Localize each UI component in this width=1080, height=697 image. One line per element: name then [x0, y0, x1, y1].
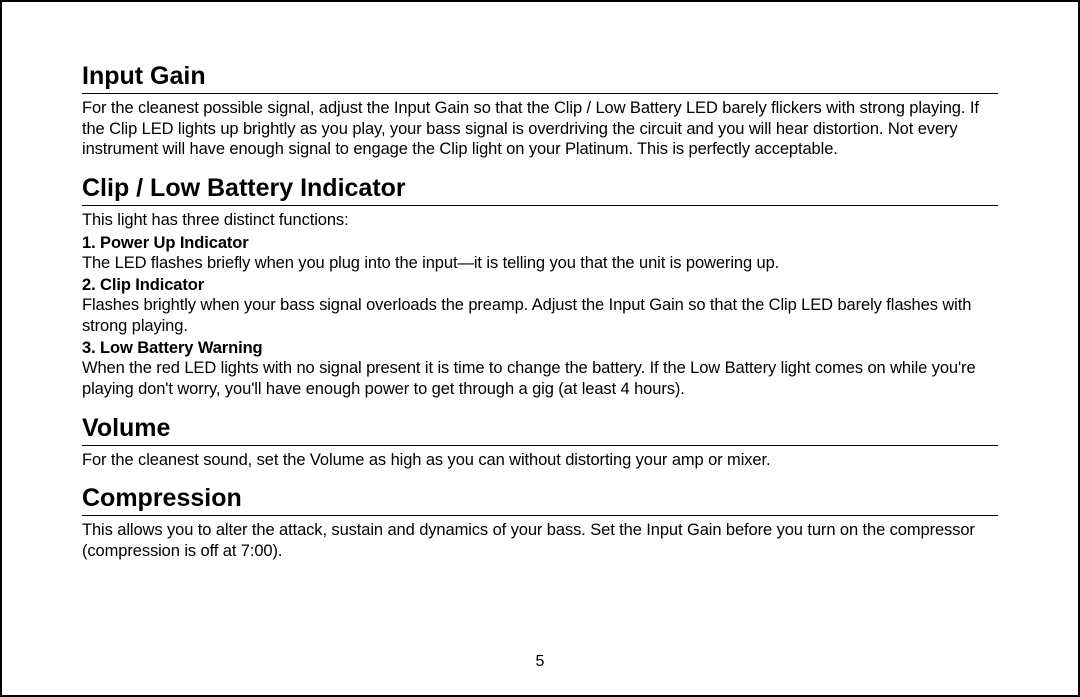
subhead-clip-indicator: 2. Clip Indicator: [82, 276, 998, 295]
heading-input-gain: Input Gain: [82, 62, 998, 94]
heading-volume: Volume: [82, 414, 998, 446]
manual-page: Input Gain For the cleanest possible sig…: [0, 0, 1080, 697]
body-power-up: The LED flashes briefly when you plug in…: [82, 253, 998, 274]
section-clip-low-battery: Clip / Low Battery Indicator This light …: [82, 174, 998, 400]
section-volume: Volume For the cleanest sound, set the V…: [82, 414, 998, 471]
subhead-power-up: 1. Power Up Indicator: [82, 234, 998, 253]
body-compression: This allows you to alter the attack, sus…: [82, 520, 998, 561]
heading-compression: Compression: [82, 484, 998, 516]
heading-clip-low-battery: Clip / Low Battery Indicator: [82, 174, 998, 206]
section-compression: Compression This allows you to alter the…: [82, 484, 998, 561]
page-number: 5: [2, 653, 1078, 671]
body-clip-indicator: Flashes brightly when your bass signal o…: [82, 295, 998, 336]
section-input-gain: Input Gain For the cleanest possible sig…: [82, 62, 998, 160]
intro-clip-low-battery: This light has three distinct functions:: [82, 210, 998, 231]
subhead-low-battery: 3. Low Battery Warning: [82, 339, 998, 358]
body-volume: For the cleanest sound, set the Volume a…: [82, 450, 998, 471]
body-low-battery: When the red LED lights with no signal p…: [82, 358, 998, 399]
body-input-gain: For the cleanest possible signal, adjust…: [82, 98, 998, 160]
